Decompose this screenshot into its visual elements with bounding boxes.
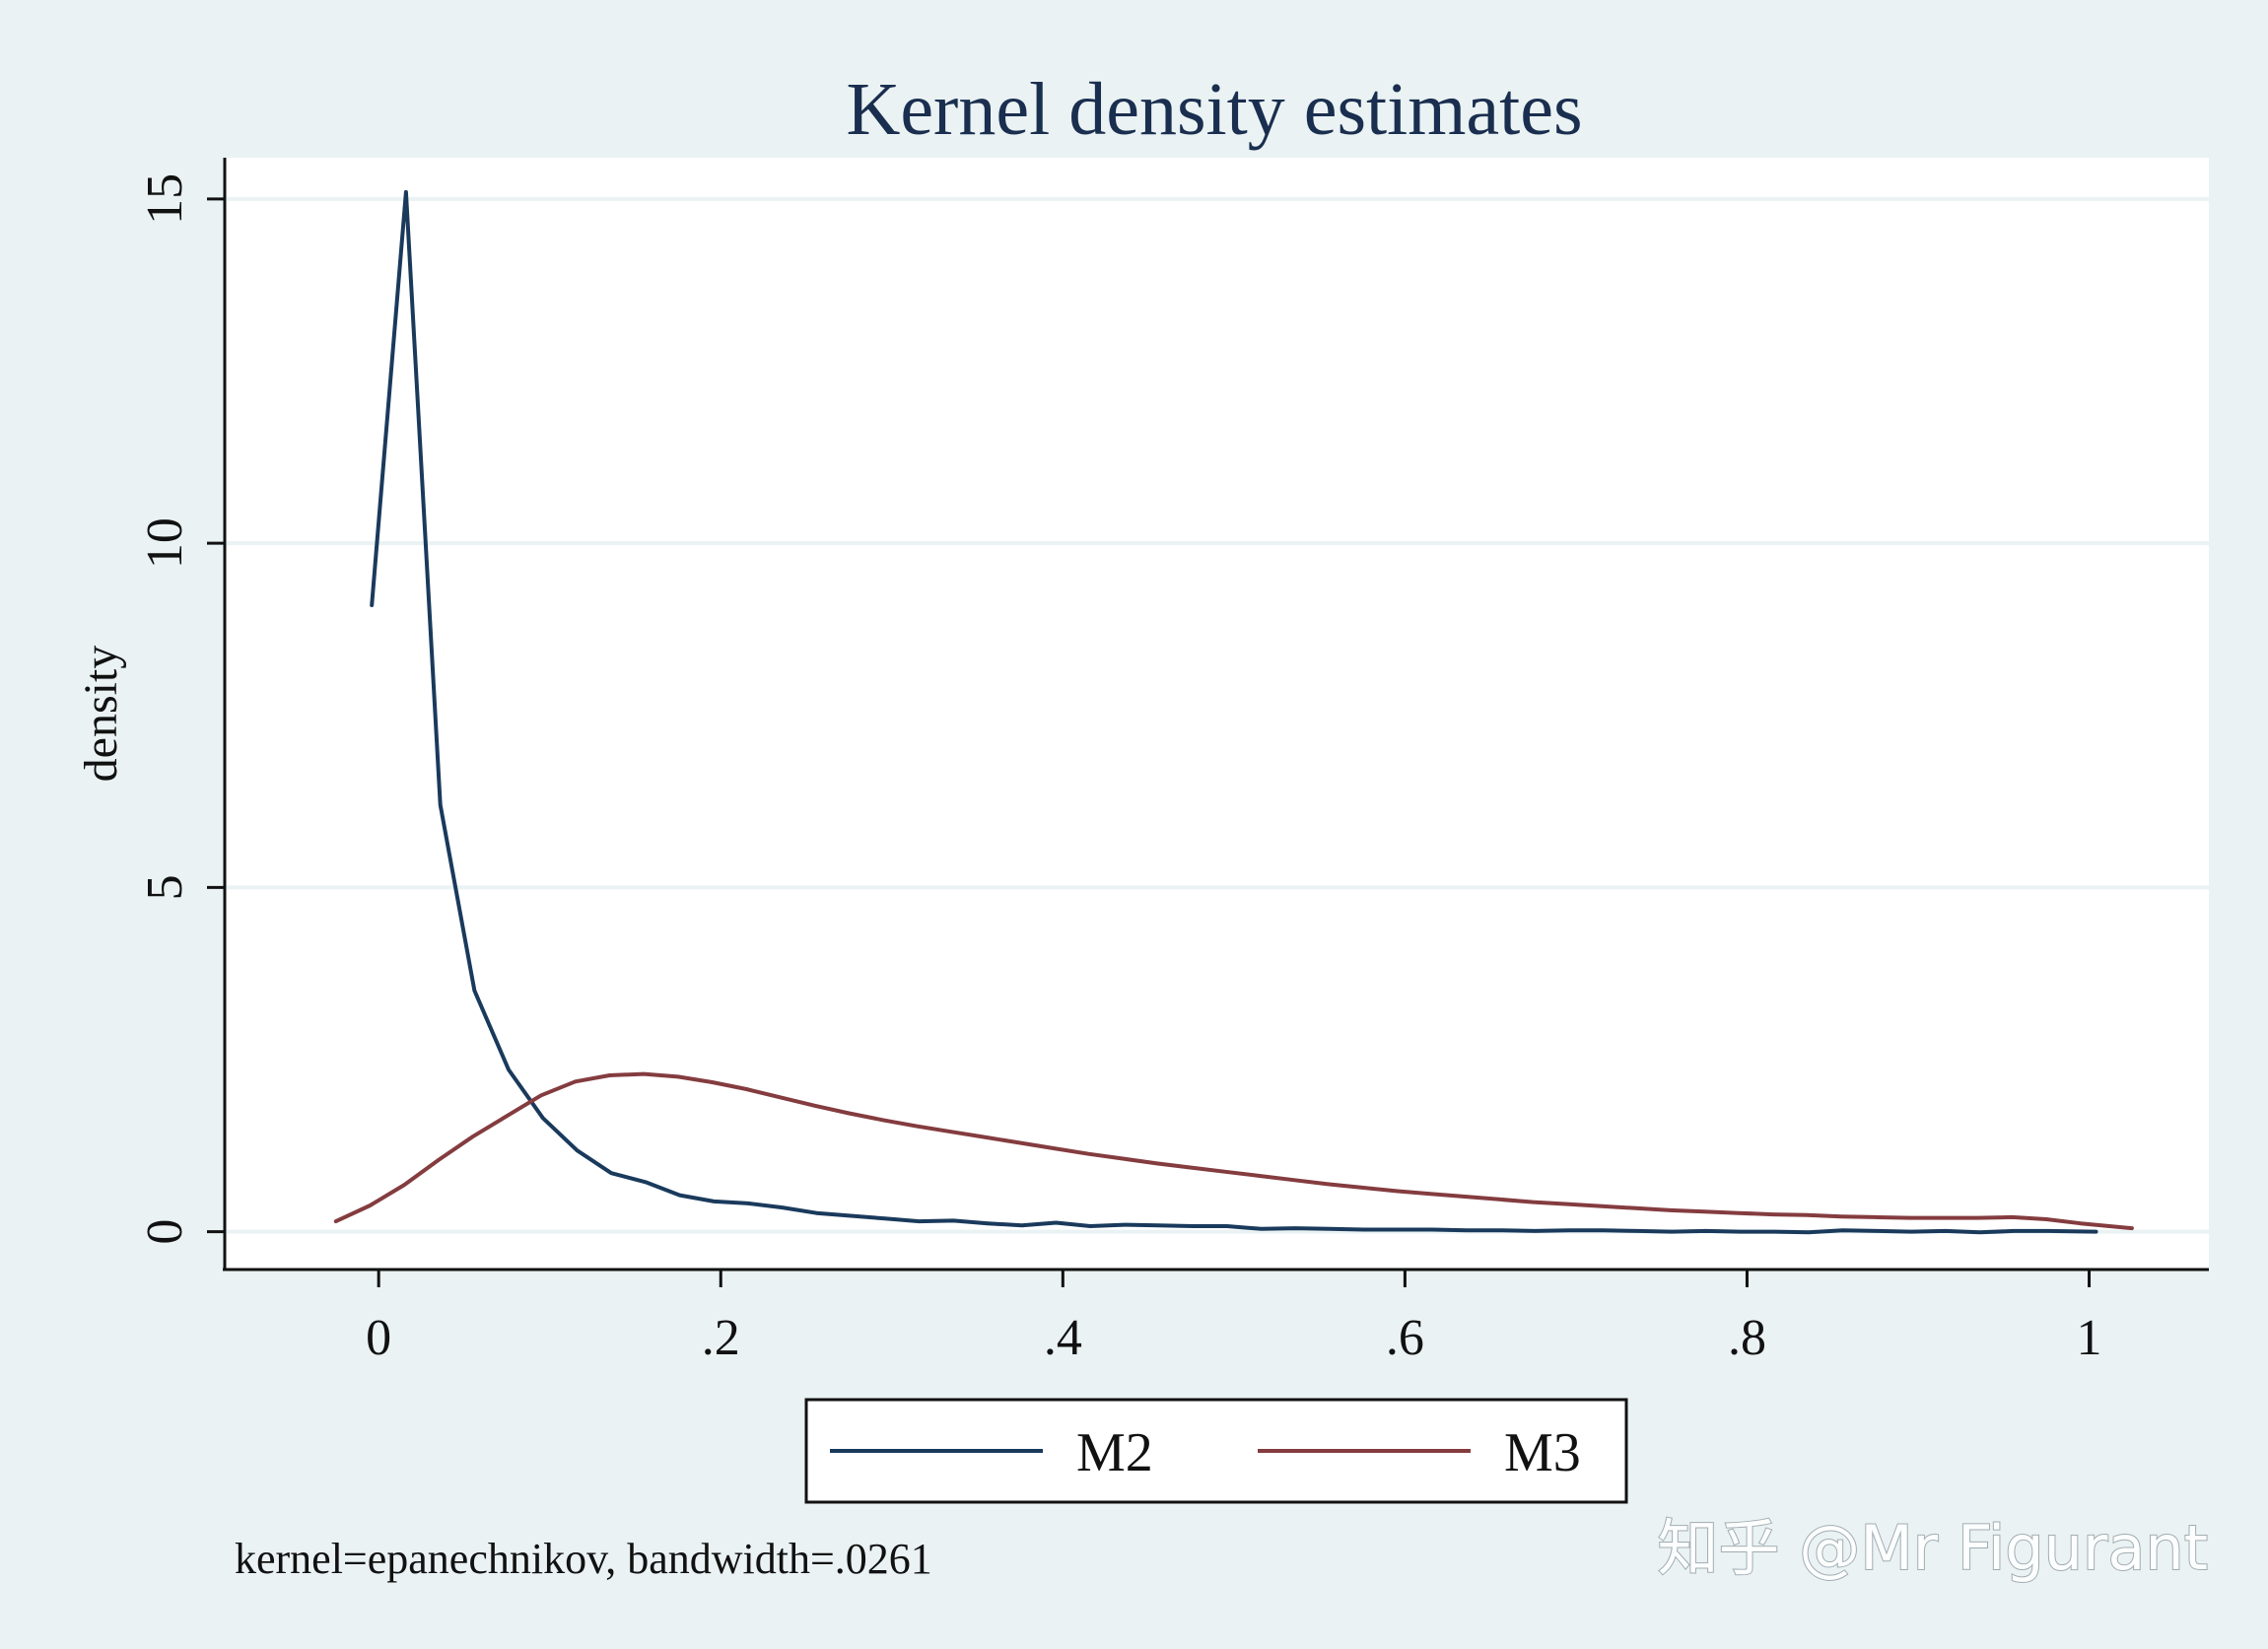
x-tick-label: 0 (366, 1310, 391, 1366)
series-line-m3 (333, 1071, 2134, 1231)
x-tick-label: 1 (2077, 1310, 2102, 1366)
plot-area (225, 158, 2209, 1269)
legend-box (804, 1398, 1628, 1504)
y-axis-label: density (75, 646, 127, 783)
y-tick-label: 0 (137, 1219, 193, 1245)
x-tick-label: .8 (1728, 1310, 1766, 1366)
series-layer (333, 189, 2134, 1235)
y-tick-label: 15 (137, 173, 193, 225)
x-tick-label: .2 (702, 1310, 740, 1366)
x-ticks: 0 .2 .4 .6 .8 1 (366, 1270, 2102, 1366)
chart-title: Kernel density estimates (846, 68, 1582, 151)
y-tick-label: 5 (137, 874, 193, 900)
x-tick-label: .6 (1386, 1310, 1424, 1366)
x-tick-label: .4 (1044, 1310, 1082, 1366)
y-ticks: 0 5 10 15 (137, 173, 225, 1245)
kernel-note: kernel=epanechnikov, bandwidth=.0261 (235, 1535, 932, 1583)
y-tick-label: 10 (137, 517, 193, 569)
series-line-m2 (370, 189, 2098, 1235)
legend-label-m2: M2 (1076, 1422, 1153, 1483)
watermark: 知乎 @Mr Figurant (1657, 1512, 2208, 1584)
legend-label-m3: M3 (1504, 1422, 1581, 1483)
legend: M2 M3 (804, 1398, 1628, 1504)
